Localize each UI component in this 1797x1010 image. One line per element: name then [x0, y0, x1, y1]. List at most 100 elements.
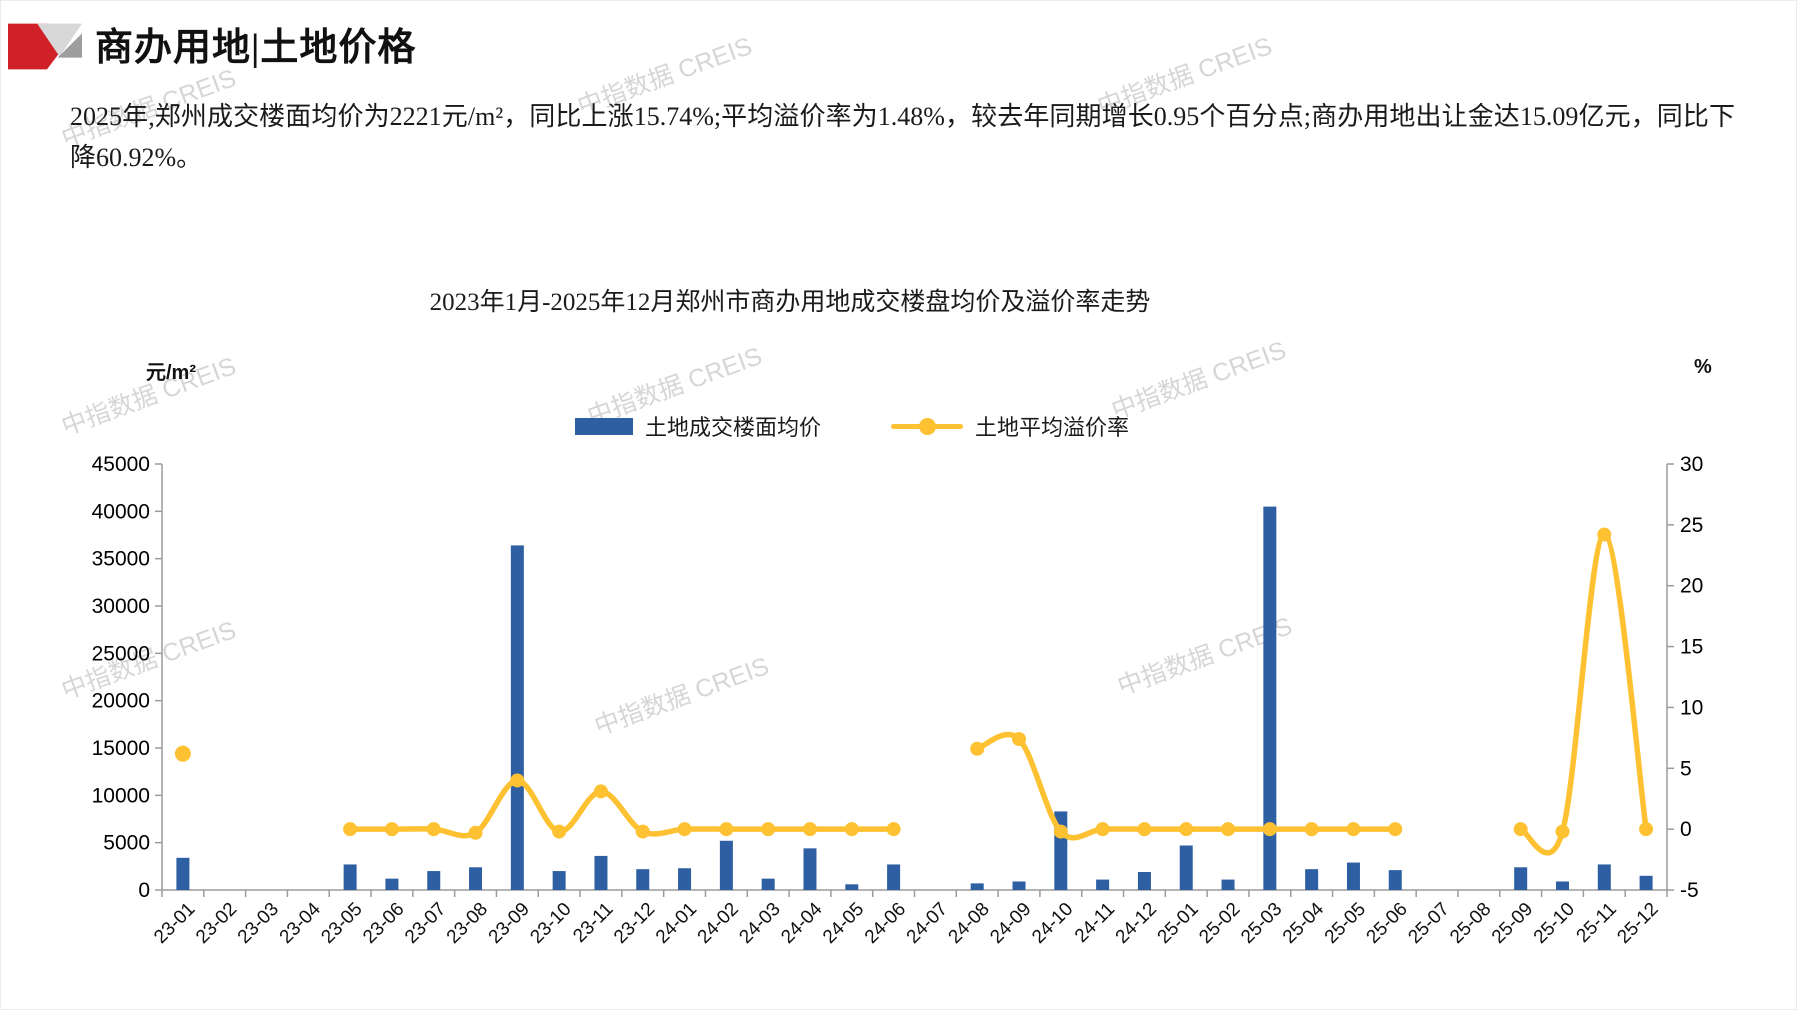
right-axis-tick-label: 5	[1680, 757, 1692, 780]
premium-line-series	[174, 527, 1654, 856]
x-tick-label: 24-03	[735, 899, 784, 948]
x-tick-label: 23-02	[192, 899, 241, 948]
bar-25-09	[1514, 867, 1528, 890]
premium-point-24-03	[761, 822, 776, 837]
x-tick-label: 23-05	[317, 899, 366, 948]
premium-point-25-12	[1639, 822, 1654, 837]
x-axis-labels: 23-0123-0223-0323-0423-0523-0623-0723-08…	[150, 898, 1662, 948]
x-tick-label: 23-10	[526, 899, 575, 948]
x-tick-label: 25-03	[1237, 899, 1286, 948]
right-axis-tick-label: 30	[1680, 453, 1703, 476]
x-tick-label: 24-01	[652, 899, 701, 948]
summary-text: 2025年,郑州成交楼面均价为2221元/m²，同比上涨15.74%;平均溢价率…	[70, 102, 1735, 172]
bar-24-03	[761, 878, 775, 890]
x-tick-label: 24-06	[861, 899, 910, 948]
bar-23-06	[385, 878, 399, 890]
x-tick-label: 24-08	[945, 899, 994, 948]
premium-point-23-11	[593, 784, 608, 799]
premium-point-24-04	[802, 822, 817, 837]
x-tick-label: 25-05	[1321, 899, 1370, 948]
chart-legend: 土地成交楼面均价 土地平均溢价率	[575, 410, 1129, 442]
premium-point-25-09	[1513, 822, 1528, 837]
bar-series-swatch	[575, 417, 633, 435]
x-tick-label: 24-04	[777, 898, 827, 948]
bar-25-02	[1221, 879, 1235, 890]
premium-point-23-08	[468, 825, 483, 840]
legend-label-premium: 土地平均溢价率	[975, 415, 1130, 440]
x-tick-label: 25-12	[1613, 899, 1662, 948]
legend-item-price: 土地成交楼面均价	[575, 410, 821, 442]
right-axis-tick-label: 25	[1680, 514, 1703, 537]
bar-25-06	[1388, 870, 1402, 890]
left-axis-tick-label: 30000	[92, 595, 150, 618]
premium-point-25-05	[1346, 822, 1361, 837]
x-tick-label: 25-07	[1404, 899, 1453, 948]
left-axis-tick-label: 35000	[92, 548, 150, 571]
page-title: 商办用地|土地价格	[95, 27, 417, 69]
bar-25-03	[1263, 506, 1277, 890]
premium-point-23-07	[426, 822, 441, 837]
premium-point-23-10	[552, 824, 567, 839]
left-axis-tick-label: 25000	[92, 642, 150, 665]
right-axis-tick-label: -5	[1680, 879, 1699, 902]
bar-23-10	[552, 871, 566, 890]
premium-point-24-05	[844, 822, 859, 837]
creis-logo-icon	[8, 23, 82, 70]
x-tick-label: 25-08	[1446, 899, 1495, 948]
premium-point-24-02	[719, 822, 734, 837]
left-axis-tick-label: 0	[138, 879, 150, 902]
right-axis-unit: %	[1694, 356, 1712, 378]
left-axis-unit: 元/m²	[146, 362, 196, 384]
premium-point-24-08	[970, 741, 985, 756]
x-tick-label: 23-06	[359, 899, 408, 948]
x-tick-label: 25-02	[1195, 899, 1244, 948]
premium-point-23-06	[384, 822, 399, 837]
x-tick-label: 25-01	[1154, 899, 1203, 948]
bar-25-04	[1305, 869, 1319, 890]
right-axis-tick-label: 0	[1680, 818, 1692, 841]
right-axis-tick-label: 15	[1680, 636, 1703, 659]
bar-24-11	[1096, 879, 1110, 890]
premium-point-23-01	[174, 745, 191, 762]
premium-point-23-09	[510, 773, 525, 788]
chart-title: 2023年1月-2025年12月郑州市商办用地成交楼盘均价及溢价率走势	[429, 289, 1151, 316]
bar-24-04	[803, 848, 817, 890]
x-tick-label: 23-03	[234, 899, 283, 948]
premium-point-24-09	[1012, 732, 1027, 747]
x-tick-label: 25-09	[1488, 899, 1537, 948]
bar-24-09	[1012, 881, 1026, 890]
x-tick-label: 24-11	[1071, 899, 1119, 947]
x-tick-label: 23-09	[485, 899, 534, 948]
premium-point-25-01	[1179, 822, 1194, 837]
price-premium-combo-chart: 0 5000 10000 15000 20000 25000 30000 35000 40000…	[92, 453, 1704, 948]
line-series-swatch	[891, 417, 964, 435]
premium-point-25-10	[1555, 824, 1570, 839]
bar-24-12	[1137, 872, 1151, 890]
watermark-text: 中指数据 CREIS	[1107, 336, 1290, 426]
x-tick-label: 25-11	[1573, 899, 1621, 947]
x-tick-label: 24-09	[986, 899, 1035, 948]
x-tick-label: 23-12	[610, 899, 659, 948]
legend-item-premium: 土地平均溢价率	[891, 410, 1129, 442]
bar-23-01	[176, 857, 190, 890]
premium-point-23-05	[343, 822, 358, 837]
bar-25-01	[1179, 845, 1193, 890]
premium-point-24-06	[886, 822, 901, 837]
left-axis-tick-label: 5000	[103, 832, 150, 855]
bar-23-09	[510, 545, 524, 890]
x-tick-label: 25-10	[1530, 899, 1579, 948]
left-axis-tick-label: 20000	[92, 690, 150, 713]
x-tick-label: 24-05	[819, 899, 868, 948]
bar-24-08	[970, 883, 984, 890]
bar-24-05	[845, 884, 859, 890]
right-axis-tick-label: 20	[1680, 575, 1703, 598]
bar-25-11	[1597, 864, 1611, 890]
premium-point-24-12	[1137, 822, 1152, 837]
left-axis-tick-label: 45000	[92, 453, 150, 476]
premium-point-25-03	[1262, 822, 1277, 837]
x-tick-label: 23-07	[401, 899, 450, 948]
x-tick-label: 23-08	[443, 899, 492, 948]
bar-24-02	[719, 840, 733, 890]
premium-point-23-12	[635, 824, 650, 839]
